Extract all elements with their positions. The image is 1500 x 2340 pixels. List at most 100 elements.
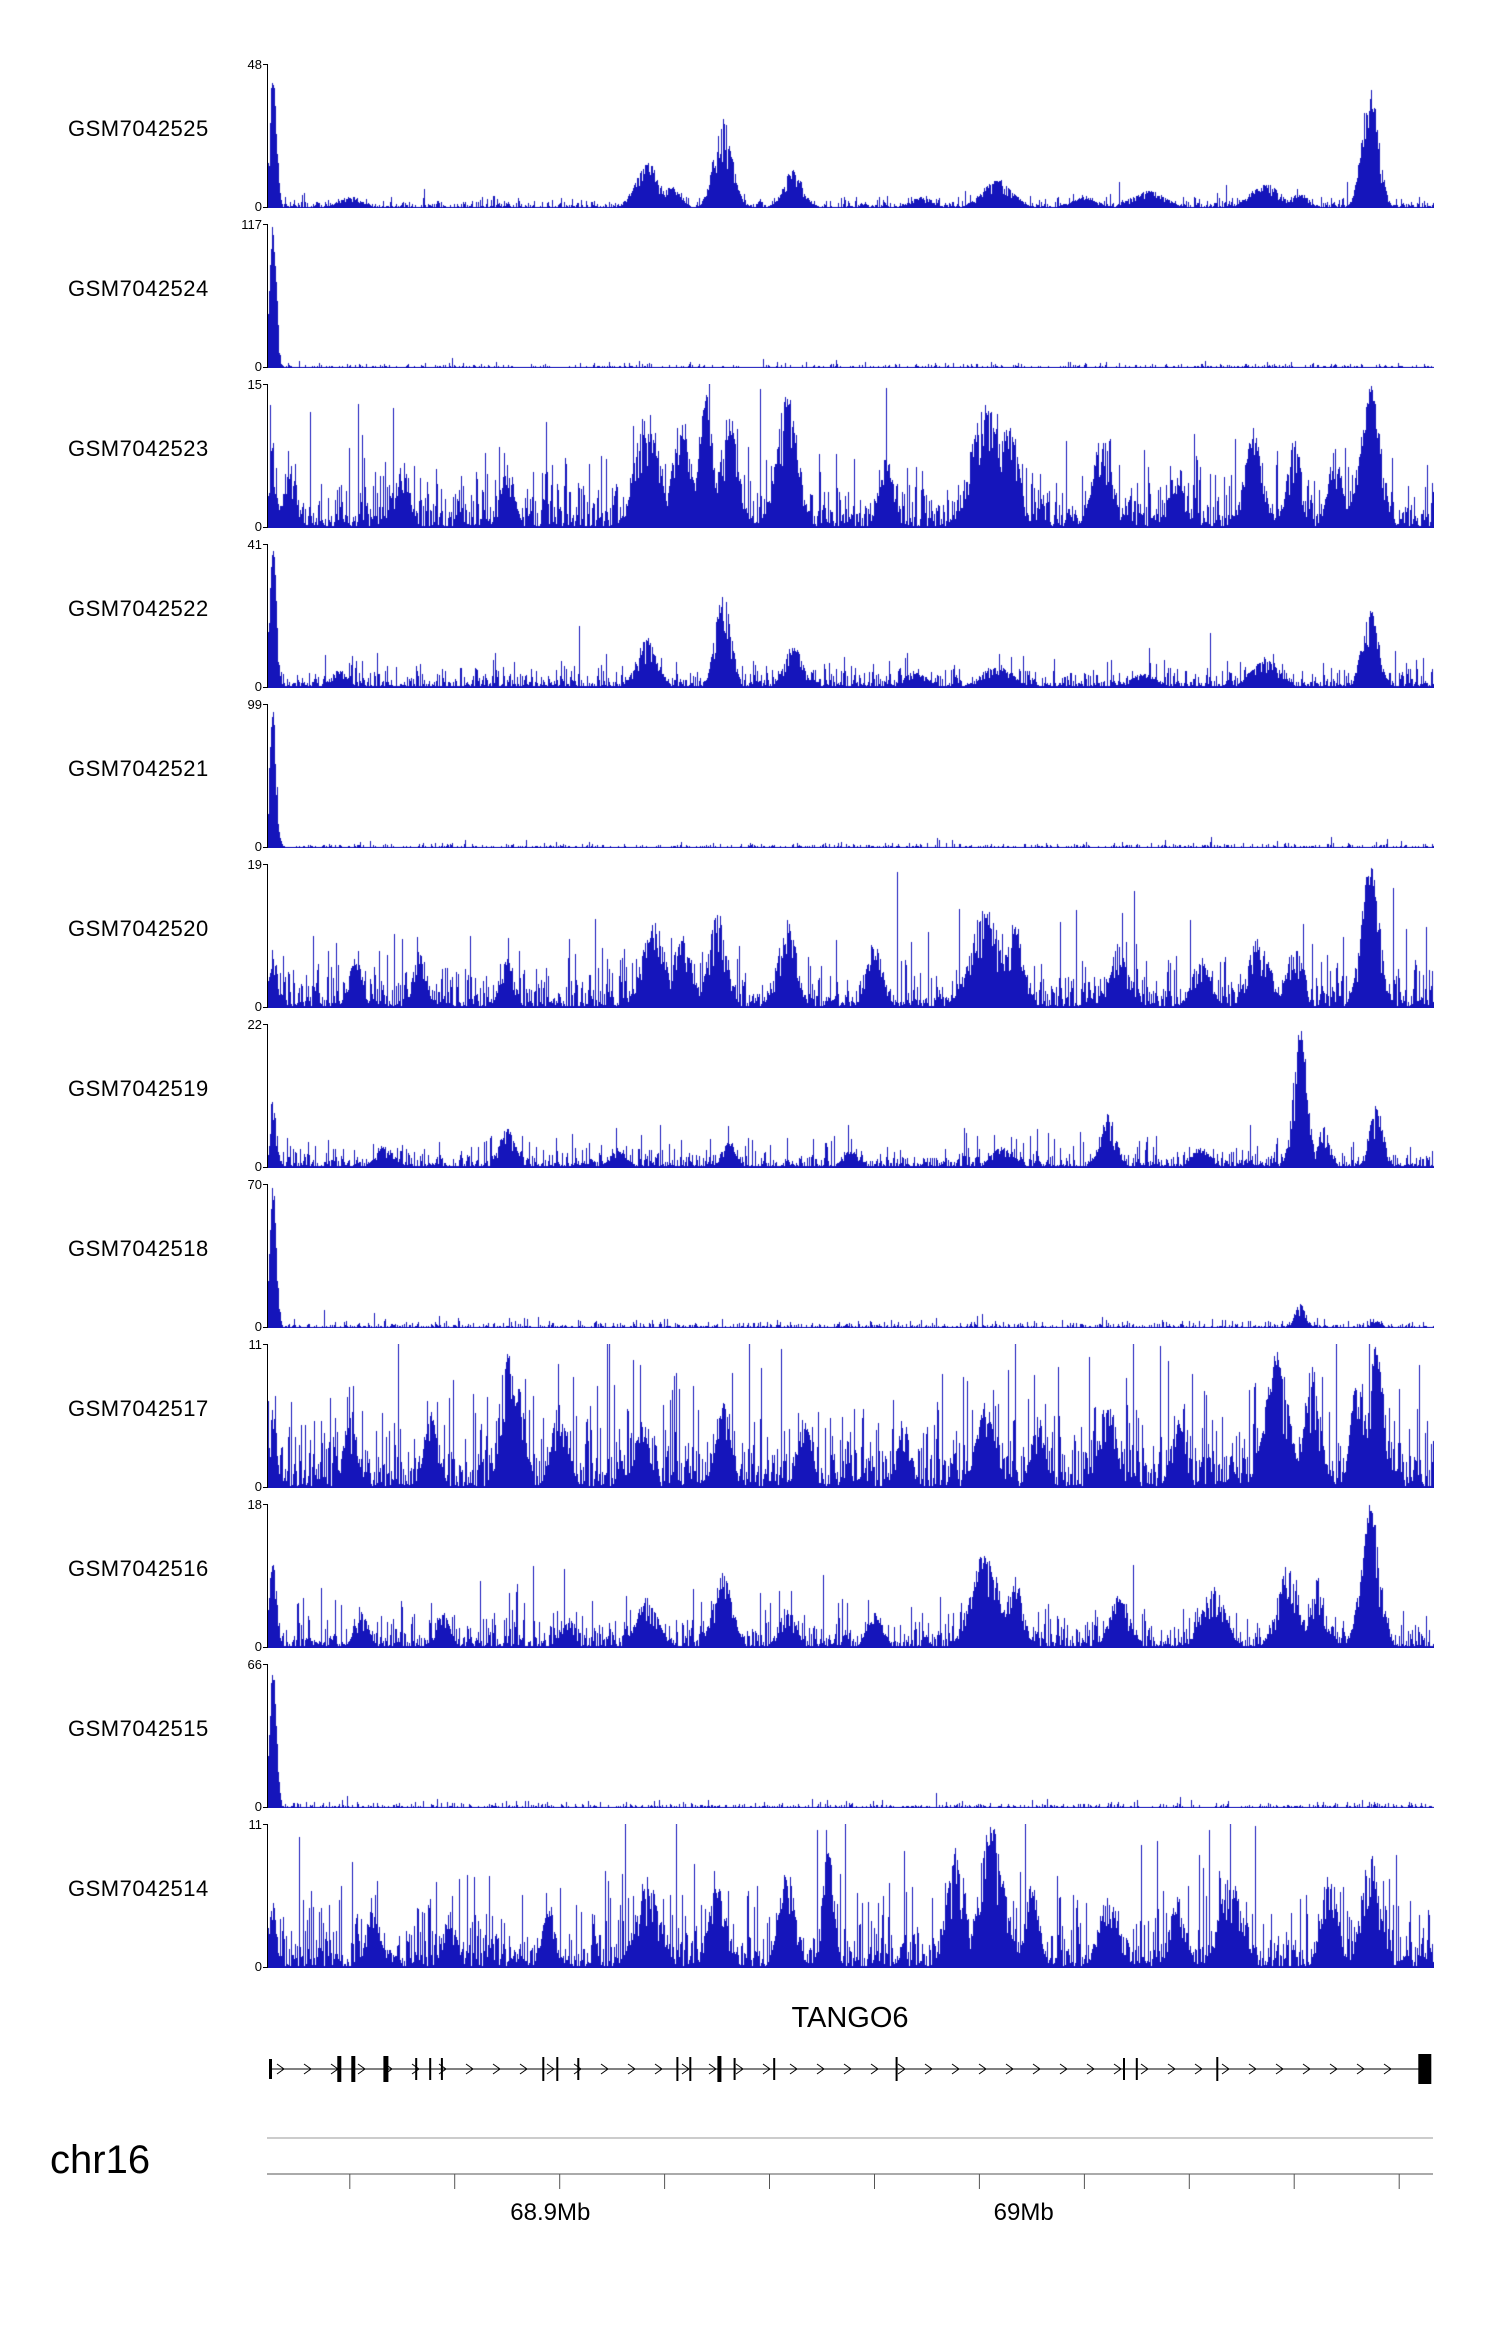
strand-arrow-icon: [978, 2063, 987, 2075]
track-plot: 41 0: [248, 537, 1434, 694]
yaxis-zero-label: 0: [254, 1319, 262, 1334]
yaxis-max-label: 41: [247, 537, 262, 552]
yaxis-zero-label: 0: [254, 1799, 262, 1814]
yaxis-tick: [263, 1504, 268, 1505]
exon-mark: [577, 2058, 580, 2080]
strand-arrow-icon: [843, 2063, 852, 2075]
terminal-exon-box: [1418, 2054, 1432, 2084]
coverage-signal: [268, 1024, 1434, 1168]
yaxis-tick: [263, 1184, 268, 1185]
strand-arrow-icon: [276, 2063, 285, 2075]
coverage-tracks: GSM7042525 48 0 GSM7042524 117 0 GSM7042523 15 0…: [0, 57, 1500, 1984]
chromosome-label: chr16: [50, 2138, 151, 2182]
track-label: GSM7042517: [68, 1396, 209, 1421]
yaxis-tick: [263, 687, 268, 688]
exon-mark: [689, 2057, 692, 2081]
strand-arrow-icon: [1302, 2063, 1311, 2075]
track-label: GSM7042516: [68, 1556, 209, 1581]
strand-arrow-icon: [762, 2063, 771, 2075]
yaxis-zero-label: 0: [254, 199, 262, 214]
strand-arrow-icon: [1032, 2063, 1041, 2075]
track-row: GSM7042519 22 0: [0, 1017, 1500, 1184]
yaxis-zero-label: 0: [254, 999, 262, 1014]
axis-tick-label: 68.9Mb: [510, 2199, 590, 2226]
track-label: GSM7042519: [68, 1076, 209, 1101]
strand-arrow-icon: [519, 2063, 528, 2075]
exon-mark: [1123, 2058, 1125, 2080]
track-plot: 19 0: [248, 857, 1434, 1014]
track-plot: 66 0: [248, 1657, 1434, 1814]
coverage-signal: [268, 544, 1434, 688]
yaxis-tick: [263, 1664, 268, 1665]
yaxis-zero-label: 0: [254, 1639, 262, 1654]
exon-mark: [773, 2058, 776, 2080]
genome-axis-section: chr16 68.9Mb 69Mb: [0, 2096, 1500, 2296]
strand-arrow-icon: [816, 2063, 825, 2075]
yaxis-zero-label: 0: [254, 839, 262, 854]
yaxis-max-label: 11: [248, 1337, 263, 1352]
coverage-signal: [268, 1824, 1434, 1968]
yaxis-tick: [263, 1024, 268, 1025]
yaxis-tick: [263, 1344, 268, 1345]
yaxis-tick: [263, 527, 268, 528]
exon-mark: [717, 2056, 722, 2082]
strand-arrow-icon: [1140, 2063, 1149, 2075]
exon-mark: [440, 2058, 443, 2080]
strand-arrow-icon: [573, 2063, 582, 2075]
yaxis-max-label: 22: [247, 1017, 262, 1032]
strand-arrow-icon: [924, 2063, 933, 2075]
track-label: GSM7042521: [68, 756, 209, 781]
yaxis-tick: [263, 224, 268, 225]
coverage-signal: [268, 1184, 1434, 1328]
track-row: GSM7042523 15 0: [0, 377, 1500, 544]
exon-mark: [383, 2056, 389, 2082]
yaxis-tick: [263, 1824, 268, 1825]
exon-mark: [1135, 2058, 1138, 2080]
track-plot: 18 0: [248, 1497, 1434, 1654]
track-row: GSM7042521 99 0: [0, 697, 1500, 864]
exon-mark: [415, 2058, 418, 2080]
strand-arrow-icon: [897, 2063, 906, 2075]
strand-arrow-icon: [357, 2063, 366, 2075]
gene-name-label: TANGO6: [791, 2002, 909, 2034]
yaxis-tick: [263, 847, 268, 848]
coverage-signal: [268, 1664, 1434, 1808]
yaxis-max-label: 66: [247, 1657, 262, 1672]
exon-mark: [676, 2057, 679, 2081]
yaxis-tick: [263, 1487, 268, 1488]
yaxis-zero-label: 0: [254, 1959, 262, 1974]
yaxis-tick: [263, 1007, 268, 1008]
track-row: GSM7042525 48 0: [0, 57, 1500, 224]
track-plot: 11 0: [249, 1337, 1434, 1494]
strand-arrow-icon: [735, 2063, 744, 2075]
strand-arrow-icon: [411, 2063, 420, 2075]
yaxis-max-label: 11: [248, 1817, 263, 1832]
track-row: GSM7042522 41 0: [0, 537, 1500, 704]
yaxis-tick: [263, 1647, 268, 1648]
track-label: GSM7042523: [68, 436, 209, 461]
yaxis-max-label: 18: [247, 1497, 262, 1512]
coverage-signal: [268, 704, 1434, 848]
coverage-signal: [268, 224, 1434, 368]
exon-mark: [542, 2057, 545, 2081]
exon-mark: [351, 2056, 356, 2082]
track-row: GSM7042515 66 0: [0, 1657, 1500, 1824]
yaxis-tick: [263, 544, 268, 545]
track-label: GSM7042524: [68, 276, 209, 301]
track-label: GSM7042518: [68, 1236, 209, 1261]
strand-arrow-icon: [1329, 2063, 1338, 2075]
track-plot: 11 0: [249, 1817, 1434, 1974]
coverage-signal: [268, 384, 1434, 528]
exon-mark: [269, 2059, 272, 2079]
strand-arrow-icon: [1059, 2063, 1068, 2075]
yaxis-max-label: 48: [247, 57, 262, 72]
track-plot: 22 0: [248, 1017, 1434, 1174]
strand-arrow-icon: [546, 2063, 555, 2075]
coverage-signal: [268, 64, 1434, 208]
strand-arrow-icon: [600, 2063, 609, 2075]
strand-arrow-icon: [492, 2063, 501, 2075]
yaxis-max-label: 15: [247, 377, 262, 392]
yaxis-tick: [263, 1167, 268, 1168]
yaxis-zero-label: 0: [254, 359, 262, 374]
strand-arrow-icon: [654, 2063, 663, 2075]
